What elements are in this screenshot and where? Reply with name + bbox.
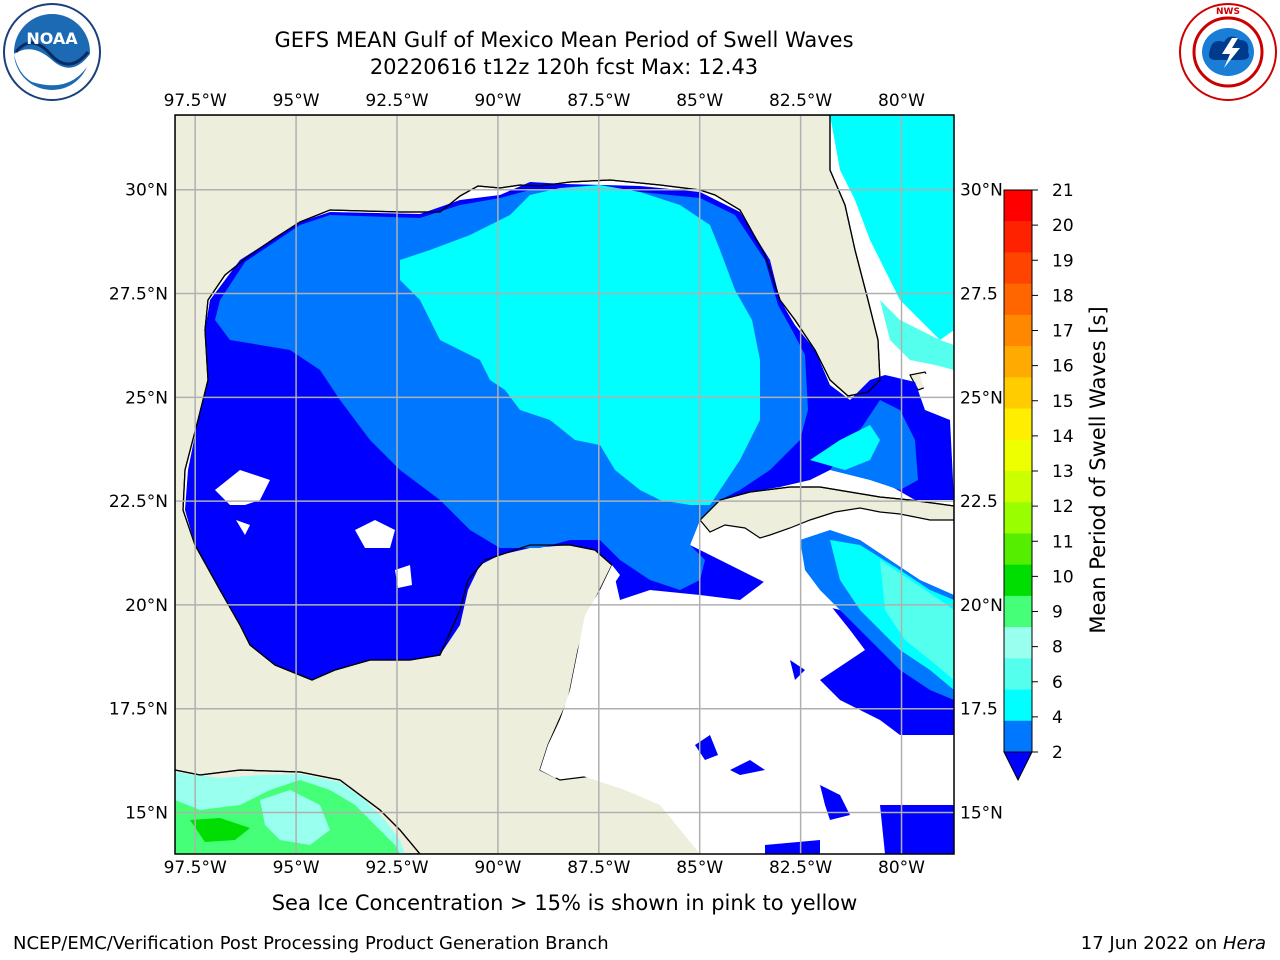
colorbar-tick-label: 17 [1052, 322, 1074, 342]
credit-date: 17 Jun 2022 on Hera [1081, 933, 1266, 954]
colorbar-segment [1004, 689, 1032, 722]
map-subtitle: 20220616 t12z 120h fcst Max: 12.43 [369, 55, 759, 79]
colorbar-tick-label: 18 [1052, 286, 1074, 306]
colorbar-segment [1004, 346, 1032, 378]
lat-tick-label-left: 22.5°N [109, 492, 168, 512]
lon-tick-label-bottom: 85°W [676, 858, 723, 878]
lon-tick-label-bottom: 97.5°W [164, 858, 227, 878]
colorbar-segment [1004, 627, 1032, 659]
lon-tick-label-bottom: 80°W [878, 858, 925, 878]
lon-tick-label-bottom: 82.5°W [769, 858, 832, 878]
lon-tick-label-bottom: 87.5°W [567, 858, 630, 878]
svg-text:NOAA: NOAA [26, 29, 78, 48]
missing-data-3 [395, 565, 412, 588]
colorbar-segment [1004, 502, 1032, 534]
colorbar-segment [1004, 471, 1032, 503]
lon-tick-label-bottom: 95°W [273, 858, 320, 878]
missing-data-1 [215, 470, 270, 505]
colorbar-segment [1004, 408, 1032, 441]
colorbar-segment [1004, 533, 1032, 566]
colorbar-tick-label: 19 [1052, 251, 1074, 271]
colorbar-segment [1004, 252, 1032, 285]
colorbar-segment [1004, 190, 1032, 222]
colorbar: 21 20 19 18 17 16 15 14 13 12 11 10 9 8 6 4 2 [1003, 181, 1074, 782]
colorbar-segment [1004, 377, 1032, 410]
colorbar-segment [1004, 720, 1032, 753]
lon-tick-label-top: 80°W [878, 91, 925, 111]
colorbar-tick-label: 6 [1052, 673, 1063, 693]
colorbar-label: Mean Period of Swell Waves [s] [1086, 306, 1110, 633]
lat-tick-label-left: 15°N [125, 803, 168, 823]
colorbar-tick-label: 16 [1052, 357, 1074, 377]
credit-machine: Hera [1222, 933, 1266, 954]
lat-tick-label-left: 25°N [125, 388, 168, 408]
colorbar-segment [1004, 283, 1032, 316]
missing-data-2 [355, 520, 395, 548]
contour-cyan [400, 185, 760, 505]
colorbar-tick-label: 11 [1052, 532, 1074, 552]
coastlines [175, 115, 954, 854]
lon-tick-label-top: 90°W [474, 91, 521, 111]
colorbar-tick-label: 21 [1052, 181, 1074, 201]
colorbar-tick-label: 4 [1052, 708, 1063, 728]
colorbar-segment [1004, 658, 1032, 691]
nws-logo: NWS [1178, 2, 1278, 102]
colorbar-extend-arrow [1003, 751, 1033, 782]
map-frame [174, 114, 955, 855]
colorbar-segment [1004, 595, 1032, 628]
lat-tick-label-right: 22.5 [960, 492, 998, 512]
contour-light-cyan-east [880, 300, 954, 370]
lat-tick-label-right: 15°N [960, 803, 1003, 823]
colorbar-segment [1004, 221, 1032, 253]
lon-tick-label-top: 97.5°W [164, 91, 227, 111]
lon-tick-label-top: 87.5°W [567, 91, 630, 111]
map-title: GEFS MEAN Gulf of Mexico Mean Period of … [274, 28, 854, 52]
lon-tick-label-top: 85°W [676, 91, 723, 111]
graticule [175, 115, 954, 854]
lat-tick-label-left: 30°N [125, 181, 168, 201]
lat-tick-label-left: 20°N [125, 596, 168, 616]
axis-labels: 97.5°W 97.5°W 95°W 95°W 92.5°W 92.5°W 90°W 90°W… [109, 91, 1003, 878]
lon-tick-label-bottom: 90°W [474, 858, 521, 878]
sea-ice-note: Sea Ice Concentration > 15% is shown in … [271, 891, 858, 915]
credit-date-text: 17 Jun 2022 on [1080, 933, 1223, 954]
colorbar-segment [1004, 564, 1032, 597]
contour-pacific-cyan [260, 790, 330, 845]
lat-tick-label-right: 27.5 [960, 285, 998, 305]
lon-tick-label-top: 82.5°W [769, 91, 832, 111]
colorbar-tick-label: 13 [1052, 462, 1074, 482]
yucatan-land [540, 565, 760, 854]
contour-cyan-east [830, 115, 954, 340]
colorbar-tick-label: 14 [1052, 427, 1074, 447]
missing-data-5 [920, 372, 940, 392]
lat-tick-label-right: 25°N [960, 388, 1003, 408]
contour-pacific-green2 [190, 818, 250, 842]
colorbar-tick-label: 2 [1052, 743, 1063, 763]
colorbar-tick-label: 20 [1052, 216, 1074, 236]
colorbar-tick-label: 10 [1052, 567, 1074, 587]
colorbar-segment [1004, 314, 1032, 347]
noaa-logo: NOAA [2, 2, 102, 102]
lat-tick-label-right: 20°N [960, 596, 1003, 616]
caribbean-blue-patches [695, 660, 954, 854]
lat-tick-label-left: 27.5°N [109, 285, 168, 305]
colorbar-tick-label: 8 [1052, 638, 1063, 658]
lat-tick-label-left: 17.5°N [109, 700, 168, 720]
colorbar-tick-label: 9 [1052, 603, 1063, 623]
credit-branch: NCEP/EMC/Verification Post Processing Pr… [13, 933, 609, 954]
contour-light-cyan [880, 560, 954, 680]
lat-tick-label-right: 30°N [960, 181, 1003, 201]
swell-field [175, 115, 954, 854]
colorbar-tick-label: 12 [1052, 497, 1074, 517]
lat-tick-label-right: 17.5 [960, 700, 998, 720]
colorbar-segment [1004, 439, 1032, 472]
contour-cyan-keys [810, 425, 880, 470]
missing-data-4 [236, 520, 250, 535]
lon-tick-label-top: 92.5°W [365, 91, 428, 111]
svg-text:NWS: NWS [1216, 7, 1240, 17]
lon-tick-label-top: 95°W [273, 91, 320, 111]
colorbar-tick-label: 15 [1052, 392, 1074, 412]
lon-tick-label-bottom: 92.5°W [365, 858, 428, 878]
